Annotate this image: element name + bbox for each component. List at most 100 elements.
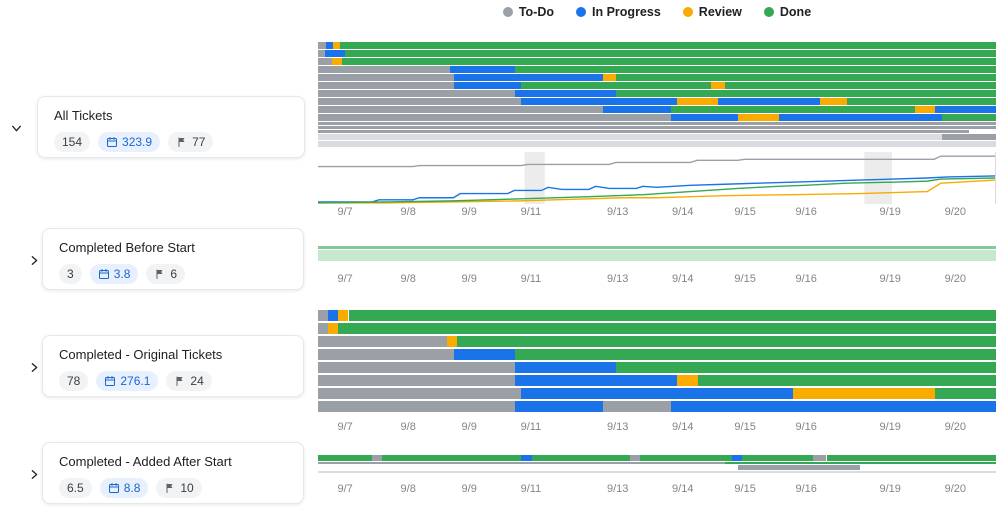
gantt-row (318, 401, 996, 412)
gantt-segment-in_progress (324, 50, 346, 57)
group-card-all-tickets[interactable]: All Tickets 154 323.9 77 (37, 96, 305, 158)
gantt-segment-done (382, 455, 522, 461)
gantt-segment-done (341, 58, 996, 65)
points-value: 77 (192, 135, 206, 149)
gantt-segment-in_progress (779, 114, 942, 121)
gantt-segment-done (724, 462, 996, 464)
badge-row: 6.5 8.8 10 (59, 478, 287, 498)
gantt-segment-todo (318, 130, 969, 133)
axis-tick-label: 9/11 (520, 483, 542, 495)
weekend-band (524, 152, 545, 204)
ticket-count-badge: 3 (59, 264, 82, 284)
ticket-count-badge: 154 (54, 132, 91, 152)
legend-label-in-progress: In Progress (592, 5, 661, 19)
badge-row: 3 3.8 6 (59, 264, 287, 284)
axis-tick-label: 9/9 (461, 483, 477, 495)
days-value: 323.9 (122, 135, 153, 149)
gantt-segment-in_progress (453, 82, 522, 89)
gantt-segment-review (914, 106, 935, 113)
chevron-right-icon (31, 469, 37, 479)
gantt-segment-todo (318, 90, 515, 97)
points-badge: 24 (166, 371, 212, 391)
axis-tick-label: 9/7 (337, 273, 353, 285)
gantt-row (318, 66, 996, 73)
axis-tick-label: 9/16 (795, 421, 817, 433)
gantt-segment-in_progress (670, 114, 739, 121)
gantt-row (318, 134, 996, 140)
gantt-segment-in_progress (602, 106, 671, 113)
group-title: Completed Before Start (59, 240, 195, 255)
ticket-count-value: 154 (62, 135, 83, 149)
gantt-segment-done_pale (318, 250, 996, 261)
gantt-segment-in_progress (521, 388, 793, 399)
axis-tick-label: 9/20 (944, 483, 967, 495)
gantt-segment-todo (812, 455, 827, 461)
gantt-segment-review (738, 114, 780, 121)
gantt-segment-todo (318, 58, 332, 65)
legend-item-review[interactable]: Review (682, 5, 742, 19)
gantt-segment-review (332, 42, 340, 49)
completed-before-start-gantt-chart (318, 246, 996, 261)
axis-tick-label: 9/11 (520, 206, 542, 218)
gantt-segment-todo (318, 42, 327, 49)
completed-added-gantt-chart (318, 455, 996, 473)
points-badge: 10 (156, 478, 202, 498)
gantt-segment-done (616, 74, 996, 81)
axis-tick-label: 9/13 (606, 206, 629, 218)
gantt-segment-todo (318, 362, 515, 373)
gantt-segment-in_progress (328, 310, 339, 321)
gantt-segment-done (616, 90, 996, 97)
gantt-segment-done (846, 98, 996, 105)
gantt-segment-done (345, 50, 996, 57)
gantt-segment-review (446, 336, 457, 347)
gantt-segment-done (521, 82, 712, 89)
collapse-chevron-all-tickets[interactable] (6, 118, 26, 138)
calendar-icon (105, 376, 116, 386)
all-tickets-burnup-chart (318, 152, 996, 204)
axis-tick-label: 9/20 (944, 206, 967, 218)
gantt-segment-done (934, 388, 996, 399)
gantt-segment-todo (318, 388, 522, 399)
axis-tick-label: 9/16 (795, 273, 817, 285)
gantt-segment-review (711, 82, 725, 89)
gantt-segment-review (819, 98, 847, 105)
group-card-completed-added[interactable]: Completed - Added After Start 6.5 8.8 10 (42, 442, 304, 504)
gantt-segment-done (941, 114, 996, 121)
legend-item-done[interactable]: Done (763, 5, 811, 19)
axis-tick-label: 9/7 (337, 206, 353, 218)
legend-label-todo: To-Do (518, 5, 555, 19)
gantt-segment-in_progress (934, 106, 996, 113)
axis-tick-label: 9/16 (795, 483, 817, 495)
days-value: 3.8 (113, 267, 131, 281)
collapse-chevron-completed-original[interactable] (24, 357, 44, 377)
gantt-segment-todo (941, 134, 996, 140)
gantt-segment-in_progress (670, 401, 996, 412)
group-card-completed-before-start[interactable]: Completed Before Start 3 3.8 6 (42, 228, 304, 290)
gantt-segment-todo (318, 82, 454, 89)
legend-item-todo[interactable]: To-Do (502, 5, 555, 19)
axis-tick-label: 9/13 (606, 483, 629, 495)
days-value: 276.1 (120, 374, 151, 388)
ticket-count-value: 78 (67, 374, 81, 388)
points-value: 10 (180, 481, 194, 495)
gantt-row (318, 388, 996, 399)
gantt-row (318, 122, 996, 125)
group-card-completed-original[interactable]: Completed - Original Tickets 78 276.1 24 (42, 335, 304, 397)
axis-tick-label: 9/19 (879, 483, 901, 495)
weekend-band (864, 152, 893, 204)
gantt-segment-in_progress (521, 455, 532, 461)
collapse-chevron-completed-before-start[interactable] (24, 250, 44, 270)
chevron-right-icon (31, 362, 37, 372)
gantt-segment-review (677, 98, 718, 105)
collapse-chevron-completed-added[interactable] (24, 464, 44, 484)
gantt-segment-todo (318, 50, 325, 57)
axis-tick-label: 9/15 (734, 206, 756, 218)
days-badge: 3.8 (89, 264, 139, 284)
legend-item-in-progress[interactable]: In Progress (576, 5, 661, 19)
gantt-segment-done (826, 455, 996, 461)
gantt-row (318, 462, 996, 464)
gantt-row (318, 246, 996, 249)
burnup-line-done (318, 178, 995, 203)
axis-tick-label: 9/14 (672, 421, 694, 433)
axis-tick-label: 9/19 (879, 273, 901, 285)
